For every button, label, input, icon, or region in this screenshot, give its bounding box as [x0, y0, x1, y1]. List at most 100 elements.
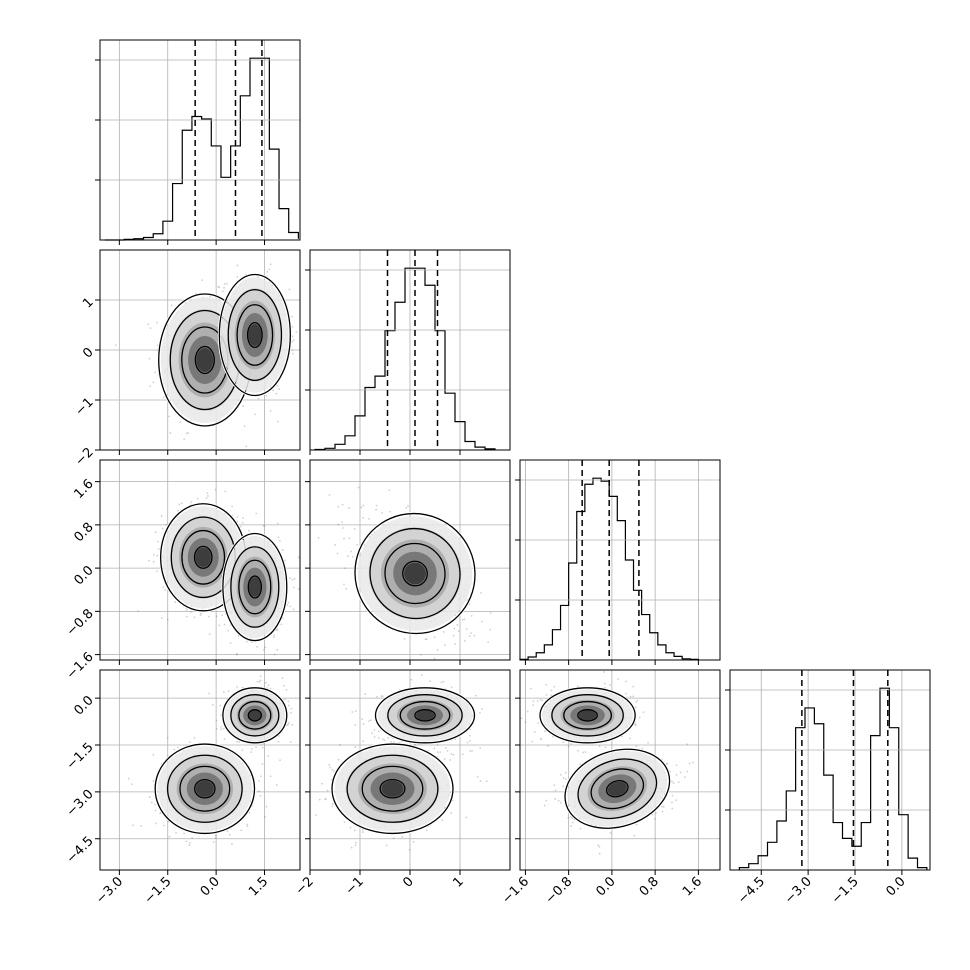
scatter-point [212, 841, 215, 843]
scatter-point [236, 275, 239, 278]
scatter-point [329, 766, 332, 769]
scatter-point [337, 523, 340, 526]
scatter-point [273, 653, 276, 656]
contour-line [218, 273, 291, 397]
scatter-point [209, 295, 212, 298]
scatter-point [259, 675, 262, 678]
contour-line [230, 694, 280, 737]
scatter-point [343, 567, 346, 570]
scatter-point [332, 769, 335, 772]
contour-line [369, 527, 461, 620]
contour-line [227, 288, 283, 382]
joint-panel-2-3: −1.6 −0.8 0.0 0.8 1.6 [499, 669, 721, 907]
scatter-point [370, 719, 372, 722]
scatter-point [155, 822, 158, 825]
scatter-point [239, 525, 242, 528]
scatter-point [375, 504, 378, 507]
scatter-point [481, 620, 483, 623]
scatter-point [291, 315, 294, 318]
y-tick-label: 0.0 [71, 563, 96, 588]
y-tick-label: −1.5 [64, 740, 97, 773]
scatter-point [148, 357, 151, 360]
scatter-point [132, 824, 134, 827]
scatter-point [231, 505, 233, 508]
scatter-point [450, 686, 453, 689]
scatter-point [413, 743, 416, 746]
density-fill [381, 780, 404, 797]
histogram-step [314, 267, 496, 451]
scatter-point [373, 729, 376, 731]
scatter-point [173, 748, 176, 751]
scatter-point [567, 745, 570, 748]
scatter-point [284, 698, 287, 701]
scatter-point [489, 628, 492, 631]
density-mode [374, 686, 476, 745]
scatter-point [175, 831, 177, 834]
scatter-point [441, 819, 444, 822]
scatter-point [256, 680, 259, 683]
scatter-point [536, 700, 539, 702]
scatter-point [185, 609, 188, 611]
scatter-point [375, 508, 377, 511]
x-tick-label: −3.0 [93, 874, 126, 907]
density-fill [248, 324, 262, 346]
scatter-point [222, 290, 224, 293]
scatter-point [206, 492, 209, 495]
scatter-point [211, 703, 214, 706]
scatter-point [170, 491, 172, 493]
scatter-point [336, 552, 339, 555]
scatter-point [292, 586, 295, 589]
scatter-point [341, 521, 344, 524]
scatter-point [174, 601, 177, 603]
scatter-point [351, 555, 354, 558]
density-fill [196, 348, 214, 372]
scatter-point [317, 537, 320, 539]
scatter-point [258, 790, 260, 793]
scatter-point [250, 751, 253, 753]
scatter-point [362, 504, 365, 507]
scatter-point [262, 648, 265, 651]
scatter-point [328, 764, 331, 766]
scatter-point [461, 618, 464, 621]
scatter-point [156, 321, 158, 324]
scatter-point [214, 834, 217, 837]
scatter-point [156, 344, 159, 347]
scatter-point [562, 741, 565, 744]
contour-line [331, 743, 454, 835]
scatter-point [634, 723, 637, 726]
scatter-point [297, 588, 300, 591]
density-mode [221, 686, 289, 745]
x-tick-label: −1.5 [829, 874, 862, 907]
scatter-point [376, 695, 378, 698]
scatter-point [149, 327, 152, 330]
scatter-point [269, 263, 272, 266]
scatter-point [361, 718, 364, 721]
scatter-point [161, 527, 164, 530]
scatter-point [277, 740, 280, 743]
scatter-point [289, 577, 291, 580]
scatter-point [290, 711, 292, 714]
contour-line [374, 687, 476, 744]
scatter-point [338, 743, 341, 746]
scatter-point [436, 744, 439, 746]
scatter-point [364, 693, 367, 696]
scatter-point [324, 798, 327, 800]
scatter-point [287, 723, 290, 726]
scatter-point [152, 753, 155, 756]
scatter-point [278, 539, 281, 542]
scatter-point [424, 638, 427, 641]
scatter-point [452, 753, 455, 756]
scatter-point [130, 783, 133, 786]
scatter-point [362, 740, 365, 743]
scatter-point [276, 522, 279, 525]
scatter-point [292, 338, 295, 341]
scatter-point [265, 394, 268, 397]
scatter-point [236, 515, 239, 518]
density-mode [217, 273, 292, 397]
scatter-point [343, 821, 346, 824]
scatter-point [223, 738, 226, 740]
scatter-point [385, 844, 388, 847]
scatter-point [227, 690, 230, 693]
joint-content [127, 675, 294, 847]
scatter-point [207, 615, 210, 618]
